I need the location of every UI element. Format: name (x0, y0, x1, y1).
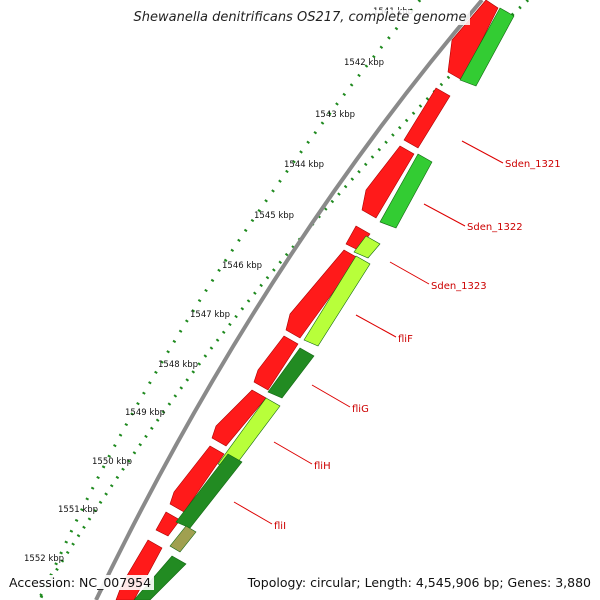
cds-forward-7[interactable] (211, 389, 267, 447)
kbp-labels: 1541 kbp 1542 kbp 1543 kbp 1544 kbp 1545… (24, 7, 413, 564)
accession-label: Accession: NC_007954 (6, 575, 155, 590)
cds-forward-6[interactable] (253, 335, 299, 391)
kbp-label: 1543 kbp (315, 110, 355, 120)
leader-line (461, 140, 504, 164)
cds-forward-8[interactable] (169, 445, 225, 513)
kbp-label: 1547 kbp (190, 310, 230, 320)
gene-label-flih[interactable]: fliH (314, 461, 331, 472)
cds-reverse-1[interactable] (459, 7, 515, 87)
gene-label-sden-1322[interactable]: Sden_1322 (467, 222, 523, 233)
forward-strand (115, 0, 499, 600)
kbp-label: 1544 kbp (284, 160, 324, 170)
map-title: Shewanella denitrificans OS217, complete… (0, 10, 600, 25)
cds-reverse-7[interactable] (175, 453, 243, 529)
gene-label-flif[interactable]: fliF (398, 334, 413, 345)
leader-line (311, 384, 351, 408)
leader-line (233, 501, 273, 525)
cds-reverse-2[interactable] (379, 153, 433, 229)
cds-forward-1[interactable] (447, 0, 499, 81)
cds-forward-9[interactable] (155, 511, 181, 537)
genome-backbone (94, 0, 484, 600)
cds-reverse-8[interactable] (169, 525, 197, 553)
kbp-label: 1545 kbp (254, 211, 294, 221)
kbp-label: 1542 kbp (344, 58, 384, 68)
gene-leaders (233, 140, 504, 525)
cds-reverse-3[interactable] (353, 235, 381, 259)
leader-line (423, 203, 466, 227)
kbp-label: 1549 kbp (125, 408, 165, 418)
gene-label-flig[interactable]: fliG (352, 404, 369, 415)
leader-line (273, 441, 313, 465)
gene-label-flii[interactable]: fliI (274, 521, 286, 532)
kbp-label: 1548 kbp (158, 360, 198, 370)
leader-line (389, 261, 430, 285)
outer-dot-track (36, 0, 530, 600)
leader-line (355, 314, 397, 338)
map-title-text: Shewanella denitrificans OS217, complete… (129, 10, 471, 25)
kbp-label: 1550 kbp (92, 457, 132, 467)
gene-label-sden-1321[interactable]: Sden_1321 (505, 159, 561, 170)
cds-forward-2[interactable] (403, 87, 451, 149)
gene-labels: Sden_1321 Sden_1322 Sden_1323 fliF fliG … (274, 159, 561, 532)
cds-forward-3[interactable] (361, 145, 415, 219)
cds-reverse-4[interactable] (303, 255, 371, 347)
genome-summary: Topology: circular; Length: 4,545,906 bp… (244, 575, 594, 590)
inner-dot-track (38, 0, 422, 600)
reverse-strand (133, 7, 515, 600)
gene-label-sden-1323[interactable]: Sden_1323 (431, 281, 487, 292)
kbp-label: 1546 kbp (222, 261, 262, 271)
kbp-label: 1551 kbp (58, 505, 98, 515)
kbp-label: 1552 kbp (24, 554, 64, 564)
cds-reverse-5[interactable] (267, 347, 315, 399)
